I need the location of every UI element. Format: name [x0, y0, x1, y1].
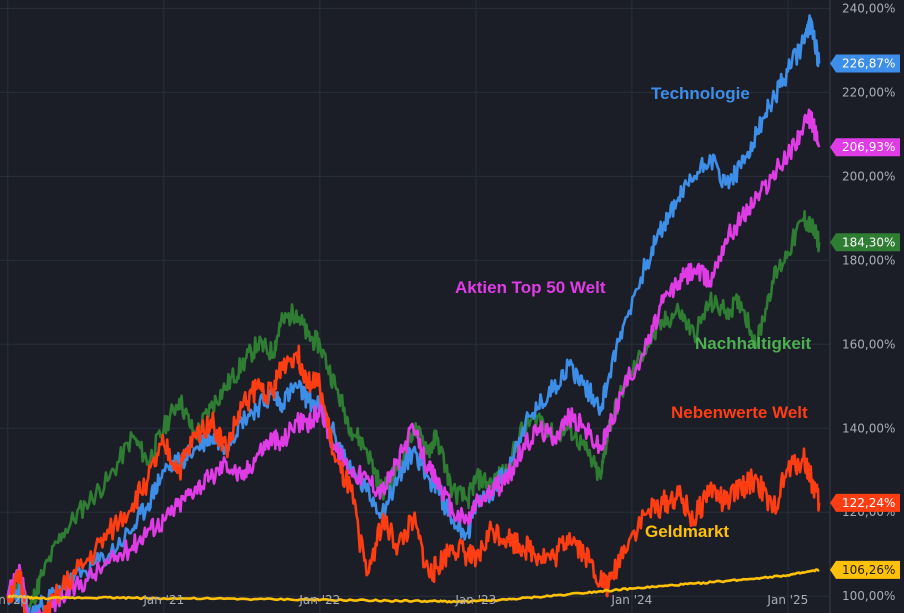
badge-value: 206,93% [842, 140, 895, 154]
y-tick-label: 180,00% [842, 253, 895, 267]
x-axis-labels: Jan '20 Jan '21 Jan '22 Jan '23 Jan '24 Jan '… [0, 593, 808, 607]
series-label-nachhaltigkeit: Nachhaltigkeit [695, 334, 812, 353]
series-label-geldmarkt: Geldmarkt [645, 522, 729, 541]
last-value-badge: 106,26% [830, 560, 900, 579]
badge-value: 106,26% [842, 563, 895, 577]
y-tick-label: 100,00% [842, 589, 895, 603]
last-value-badge: 184,30% [830, 233, 900, 252]
y-tick-label: 160,00% [842, 337, 895, 351]
series-lines [6, 14, 821, 613]
line-nachhaltigkeit [6, 210, 821, 613]
badge-value: 184,30% [842, 235, 895, 249]
badge-value: 122,24% [842, 496, 895, 510]
y-tick-label: 240,00% [842, 1, 895, 15]
x-tick-label: Jan '20 [0, 593, 28, 607]
x-tick-label: Jan '22 [298, 593, 340, 607]
series-label-technologie: Technologie [651, 84, 750, 103]
y-tick-label: 220,00% [842, 85, 895, 99]
y-axis-labels: 100,00%120,00%140,00%160,00%180,00%200,0… [842, 1, 895, 603]
badge-shape [830, 138, 900, 157]
last-value-badges: 184,30% 226,87% 206,93% 122,24% 106,26% [830, 54, 900, 579]
x-tick-label: Jan '24 [610, 593, 652, 607]
x-tick-label: Jan '23 [454, 593, 496, 607]
y-tick-label: 200,00% [842, 169, 895, 183]
badge-shape [830, 54, 900, 73]
last-value-badge: 226,87% [830, 54, 900, 73]
x-tick-label: Jan '25 [766, 593, 808, 607]
badge-shape [830, 493, 900, 512]
last-value-badge: 122,24% [830, 493, 900, 512]
line-aktien-top-50-welt [6, 108, 821, 613]
x-tick-label: Jan '21 [142, 593, 184, 607]
series-label-nebenwerte-welt: Nebenwerte Welt [671, 403, 808, 422]
line-technologie [6, 14, 821, 613]
line-geldmarkt [7, 568, 820, 604]
badge-shape [830, 233, 900, 252]
series-label-aktien-top-50-welt: Aktien Top 50 Welt [455, 278, 606, 297]
badge-value: 226,87% [842, 57, 895, 71]
line-nebenwerte-welt [6, 344, 821, 613]
badge-shape [830, 560, 900, 579]
last-value-badge: 206,93% [830, 138, 900, 157]
y-tick-label: 140,00% [842, 421, 895, 435]
